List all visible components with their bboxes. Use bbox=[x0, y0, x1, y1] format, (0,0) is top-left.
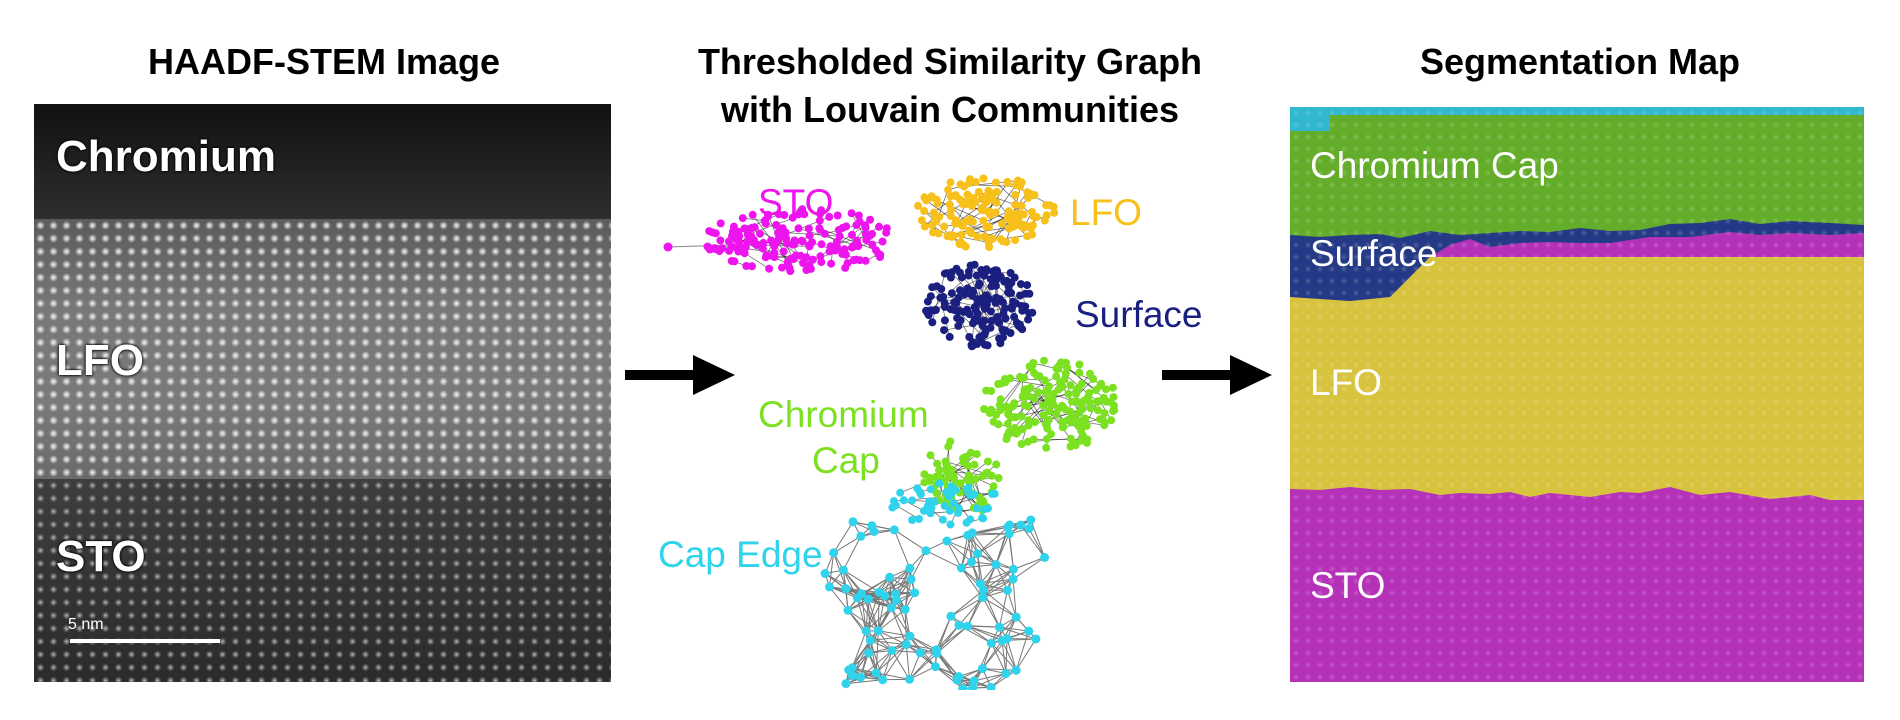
segmentation-title: Segmentation Map bbox=[1419, 41, 1741, 82]
segment-lfo bbox=[1290, 257, 1864, 500]
similarity-graph: STO LFO Surface Chromium Cap Cap Edge bbox=[640, 170, 1240, 693]
graph-title: Thresholded Similarity Graph with Louvai… bbox=[600, 38, 1300, 134]
segment-chromium-cap bbox=[1290, 107, 1864, 238]
haadf-stem-image: Chromium LFO STO 5 nm bbox=[34, 104, 611, 682]
sto-region bbox=[34, 479, 611, 682]
atom-column-overlay bbox=[1290, 107, 1864, 682]
seg-label-sto: STO bbox=[1310, 565, 1386, 606]
seg-label-chromium-cap: Chromium Cap bbox=[1310, 145, 1559, 186]
chromium-region bbox=[34, 104, 611, 219]
graph-nodes bbox=[663, 174, 1119, 693]
graph-label-chromium: Chromium bbox=[758, 394, 929, 435]
graph-label-cap: Cap bbox=[812, 440, 880, 481]
lfo-region bbox=[34, 219, 611, 479]
scale-bar-label: 5 nm bbox=[68, 616, 104, 633]
graph-label-surface: Surface bbox=[1075, 294, 1203, 335]
seg-label-lfo: LFO bbox=[1310, 362, 1382, 403]
right-arrow-icon bbox=[625, 355, 735, 395]
stem-label-sto: STO bbox=[56, 532, 146, 581]
stem-label-chromium: Chromium bbox=[56, 132, 276, 181]
graph-label-sto: STO bbox=[758, 182, 834, 223]
scale-bar bbox=[70, 639, 220, 643]
graph-title-line1: Thresholded Similarity Graph bbox=[697, 41, 1203, 82]
right-arrow-icon bbox=[1162, 355, 1272, 395]
graph-label-cap-edge: Cap Edge bbox=[658, 534, 823, 575]
seg-label-surface: Surface bbox=[1310, 233, 1438, 274]
stem-title: HAADF-STEM Image bbox=[147, 41, 501, 82]
graph-title-line2: with Louvain Communities bbox=[720, 89, 1179, 130]
stem-label-lfo: LFO bbox=[56, 336, 144, 385]
segmentation-map: Chromium Cap Surface LFO STO bbox=[1290, 107, 1864, 682]
segment-cap-edge bbox=[1290, 107, 1864, 115]
graph-label-lfo: LFO bbox=[1070, 192, 1142, 233]
segment-cap-edge bbox=[1290, 107, 1330, 131]
